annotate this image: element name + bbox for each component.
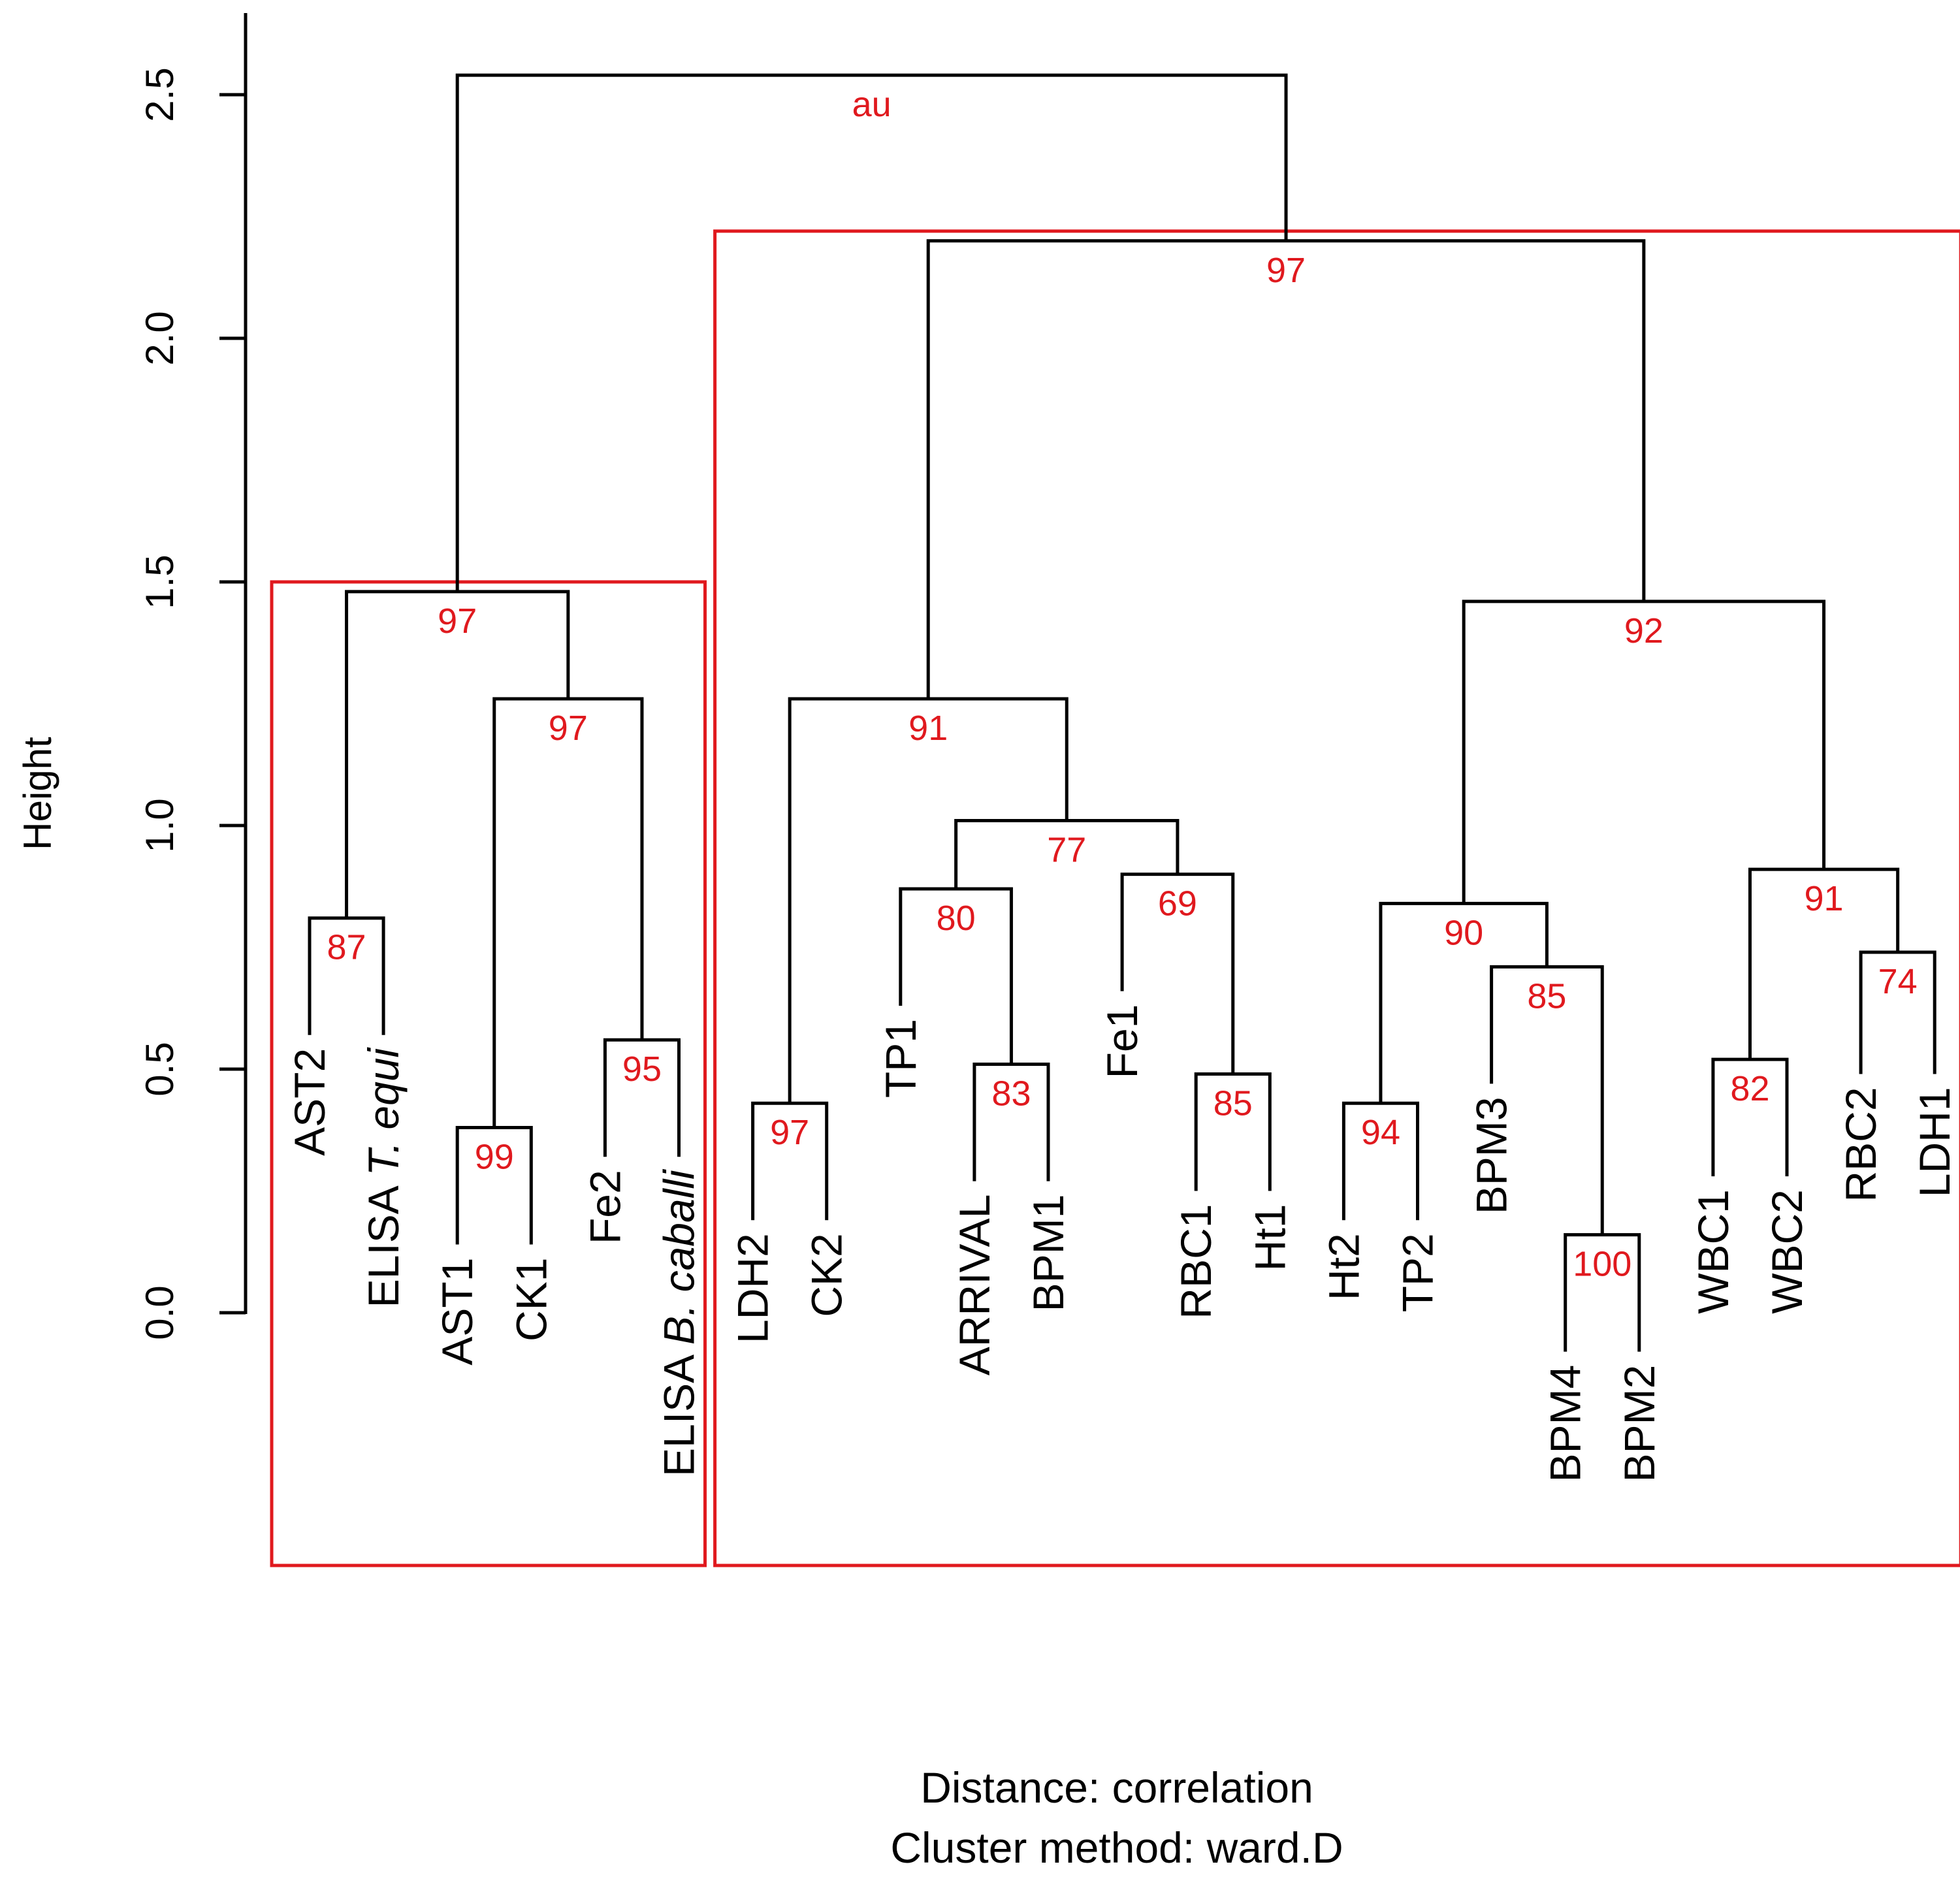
leaf-label-text: Fe2	[581, 1170, 629, 1244]
cluster-left	[270, 580, 707, 1567]
leaf-label-text: TP1	[876, 1019, 925, 1098]
dendrogram-branches	[308, 73, 1936, 1352]
leaf-label-TP1: TP1	[876, 1019, 925, 1098]
au-value: 97	[770, 1113, 809, 1152]
leaf-label-BPM4: BPM4	[1541, 1365, 1590, 1483]
leaf-label-Ht2: Ht2	[1319, 1233, 1368, 1300]
cluster-method-caption: Cluster method: ward.D	[890, 1823, 1343, 1872]
cluster-right	[713, 229, 1960, 1567]
leaf-label-Fe2: Fe2	[581, 1170, 629, 1244]
branch-m_91a	[788, 697, 1068, 1104]
branch-m_right	[926, 239, 1646, 699]
au-value: 77	[1047, 831, 1086, 870]
y-tick-label: 1.0	[138, 798, 182, 852]
au-value: 97	[1266, 251, 1306, 290]
y-tick-label: 0.0	[138, 1285, 182, 1340]
au-value: 97	[549, 709, 588, 748]
au-value: 95	[622, 1050, 662, 1089]
y-axis: 0.0 0.5 1.0 1.5 2.0 2.5	[138, 13, 248, 1340]
leaf-label-LDH2: LDH2	[729, 1233, 777, 1343]
y-tick-label: 2.0	[138, 311, 182, 365]
cluster-boxes	[270, 229, 1960, 1567]
leaf-label-LDH1: LDH1	[1910, 1087, 1959, 1197]
au-value: 74	[1878, 962, 1918, 1001]
au-value: 97	[438, 602, 477, 641]
leaf-label-text: BPM4	[1541, 1365, 1590, 1483]
leaf-label-text: Ht1	[1245, 1204, 1294, 1272]
leaf-label-text: AST2	[285, 1048, 334, 1156]
au-value: 69	[1158, 884, 1197, 923]
leaf-label-text: WBC2	[1763, 1189, 1811, 1314]
au-value: 99	[475, 1138, 514, 1177]
leaf-label-RBC1: RBC1	[1172, 1204, 1220, 1319]
leaf-label-italic: T. equi	[359, 1046, 408, 1176]
y-axis-title: Height	[16, 737, 59, 850]
branch-m_root	[455, 73, 1288, 592]
leaf-label-text: CK2	[803, 1233, 851, 1317]
au-value: 90	[1444, 913, 1483, 952]
leaf-label-text: RBC2	[1837, 1087, 1885, 1202]
distance-caption: Distance: correlation	[920, 1763, 1313, 1812]
y-tick-label: 2.5	[138, 67, 182, 121]
leaf-label-BPM3: BPM3	[1468, 1097, 1516, 1214]
au-value: 85	[1527, 976, 1566, 1016]
leaf-label-text: LDH2	[729, 1233, 777, 1343]
leaf-label-AST2: AST2	[285, 1048, 334, 1156]
leaf-label-text: BPM3	[1468, 1097, 1516, 1214]
leaf-label-text: WBC1	[1689, 1189, 1737, 1314]
leaf-label-RBC2: RBC2	[1837, 1087, 1885, 1202]
leaf-label-AST1: AST1	[433, 1258, 481, 1366]
leaf-label-text: CK1	[507, 1258, 555, 1341]
leaf-label-TP2: TP2	[1394, 1233, 1442, 1312]
leaf-label-text: BPM1	[1024, 1195, 1072, 1312]
au-value: 91	[908, 709, 948, 748]
leaf-label-ARRIVAL: ARRIVAL	[950, 1195, 999, 1376]
au-value: 100	[1573, 1245, 1631, 1284]
leaf-label-text: ELISA	[359, 1176, 408, 1307]
leaf-label-text: ARRIVAL	[950, 1195, 999, 1376]
leaf-label-CK2: CK2	[803, 1233, 851, 1317]
leaf-label-text: Fe1	[1098, 1004, 1146, 1079]
leaf-label-WBC2: WBC2	[1763, 1189, 1811, 1314]
leaf-label-CK1: CK1	[507, 1258, 555, 1341]
au-value: 91	[1805, 879, 1844, 918]
leaf-label-text: LDH1	[1910, 1087, 1959, 1197]
leaf-label-text: BPM2	[1615, 1365, 1663, 1483]
au-value: 82	[1730, 1069, 1769, 1108]
leaf-label-Ht1: Ht1	[1245, 1204, 1294, 1272]
au-title: au	[852, 85, 892, 124]
leaf-label-WBC1: WBC1	[1689, 1189, 1737, 1314]
au-value: 83	[991, 1074, 1031, 1114]
branch-m_ast1ck1_fe2	[492, 697, 644, 1128]
leaf-label-text: ELISA	[655, 1345, 703, 1477]
leaf-label-text: AST1	[433, 1258, 481, 1366]
leaf-label-italic: B. caballi	[655, 1168, 703, 1345]
au-value: 92	[1624, 611, 1663, 650]
leaf-label-text: RBC1	[1172, 1204, 1220, 1319]
leaf-label-ELISA_Bcaballi: ELISA B. caballi	[655, 1168, 703, 1477]
leaf-label-ELISA_Tequi: ELISA T. equi	[359, 1046, 408, 1307]
leaf-label-BPM2: BPM2	[1615, 1365, 1663, 1483]
leaf-label-text: TP2	[1394, 1233, 1442, 1312]
y-tick-label: 1.5	[138, 554, 182, 609]
au-values: 87 99 95 97 97 97 83 80 85 69 77 91 94 100 85 90 82 74 91 9…	[327, 251, 1918, 1284]
au-value: 94	[1361, 1113, 1400, 1152]
leaf-label-BPM1: BPM1	[1024, 1195, 1072, 1312]
leaf-labels: AST2 ELISA T. equi AST1 CK1 Fe2 ELISA B. caba…	[285, 1004, 1959, 1483]
au-value: 87	[327, 928, 366, 967]
leaf-label-text: Ht2	[1319, 1233, 1368, 1300]
leaf-label-Fe1: Fe1	[1098, 1004, 1146, 1079]
au-value: 80	[937, 899, 976, 938]
au-value: 85	[1213, 1083, 1253, 1123]
y-tick-label: 0.5	[138, 1042, 182, 1096]
